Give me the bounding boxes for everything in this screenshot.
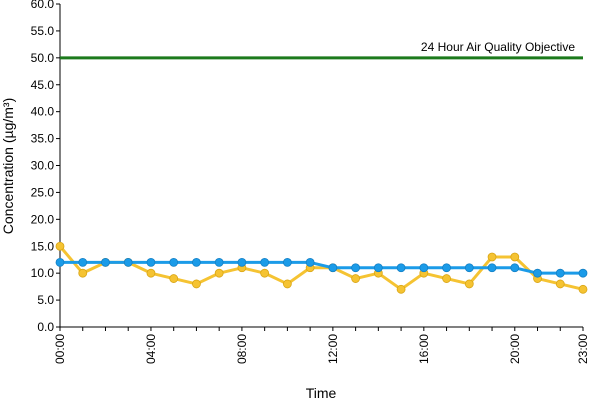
series-2-point bbox=[305, 257, 315, 267]
series-1-point bbox=[442, 274, 451, 283]
y-tick-label: 25.0 bbox=[31, 185, 55, 199]
y-tick-label: 50.0 bbox=[31, 51, 55, 65]
series-2-point bbox=[214, 257, 224, 267]
x-tick-label: 12:00 bbox=[326, 334, 340, 364]
series-1-point bbox=[351, 274, 361, 283]
series-1-point bbox=[214, 268, 224, 278]
series-2-point bbox=[192, 257, 201, 267]
y-axis-title: Concentration (µg/m³) bbox=[0, 98, 16, 234]
series-1-point bbox=[510, 252, 520, 262]
series-2-point bbox=[419, 263, 429, 273]
series-1-point bbox=[396, 284, 406, 294]
x-tick-label: 08:00 bbox=[235, 334, 249, 364]
y-tick-label: 35.0 bbox=[31, 132, 55, 146]
series-1-point bbox=[487, 252, 497, 262]
series-2-point bbox=[396, 263, 406, 273]
x-tick-label: 16:00 bbox=[417, 334, 431, 364]
series-2-point bbox=[260, 257, 270, 267]
y-tick-label: 60.0 bbox=[31, 0, 55, 11]
y-tick-label: 45.0 bbox=[31, 78, 55, 92]
series-1-point bbox=[555, 279, 565, 289]
y-tick-label: 20.0 bbox=[31, 212, 55, 226]
series-1-point bbox=[169, 274, 179, 283]
y-tick-label: 55.0 bbox=[31, 24, 55, 38]
series-2-point bbox=[237, 257, 247, 267]
y-tick-label: 15.0 bbox=[31, 239, 55, 253]
y-tick-label: 5.0 bbox=[37, 293, 54, 307]
series-2-point bbox=[373, 263, 383, 273]
series-2-point bbox=[123, 257, 133, 267]
x-tick-label: 04:00 bbox=[144, 334, 158, 364]
series-group bbox=[55, 241, 588, 294]
y-tick-label: 10.0 bbox=[31, 266, 55, 280]
series-2-point bbox=[533, 268, 542, 278]
series-1-point bbox=[464, 279, 474, 289]
series-2-point bbox=[78, 257, 88, 267]
x-tick-label: 00:00 bbox=[53, 334, 67, 364]
series-1-point bbox=[260, 268, 270, 278]
series-2-point bbox=[555, 268, 565, 278]
series-2-point bbox=[169, 257, 179, 267]
series-1-point bbox=[282, 279, 292, 289]
series-2-point bbox=[442, 263, 451, 273]
reference-line-group: 24 Hour Air Quality Objective bbox=[60, 40, 583, 60]
series-2-point bbox=[101, 257, 110, 267]
y-tick-label: 30.0 bbox=[31, 159, 55, 173]
series-2-point bbox=[282, 257, 292, 267]
series-2-point bbox=[146, 257, 156, 267]
x-tick-label: 23:00 bbox=[576, 334, 590, 364]
x-axis-title: Time bbox=[306, 385, 337, 400]
series-1-point bbox=[55, 241, 65, 251]
series-2-point bbox=[464, 263, 474, 273]
series-1-point bbox=[192, 279, 201, 289]
series-2-point bbox=[55, 257, 65, 267]
series-2-point bbox=[351, 263, 361, 273]
series-2-point bbox=[578, 268, 588, 278]
y-tick-label: 0.0 bbox=[37, 320, 54, 334]
series-2-point bbox=[328, 263, 338, 273]
series-1-point bbox=[78, 268, 88, 278]
series-1-point bbox=[146, 268, 156, 278]
y-tick-label: 40.0 bbox=[31, 105, 55, 119]
series-2-point bbox=[487, 263, 497, 273]
series-2-point bbox=[510, 263, 520, 273]
x-tick-label: 20:00 bbox=[508, 334, 522, 364]
objective-label: 24 Hour Air Quality Objective bbox=[421, 40, 575, 54]
series-1-point bbox=[578, 284, 588, 294]
axes: 0.0 5.0 10.0 15.0 20.0 25.0 30.0 35.0 40.0 45.0 50… bbox=[31, 0, 590, 364]
